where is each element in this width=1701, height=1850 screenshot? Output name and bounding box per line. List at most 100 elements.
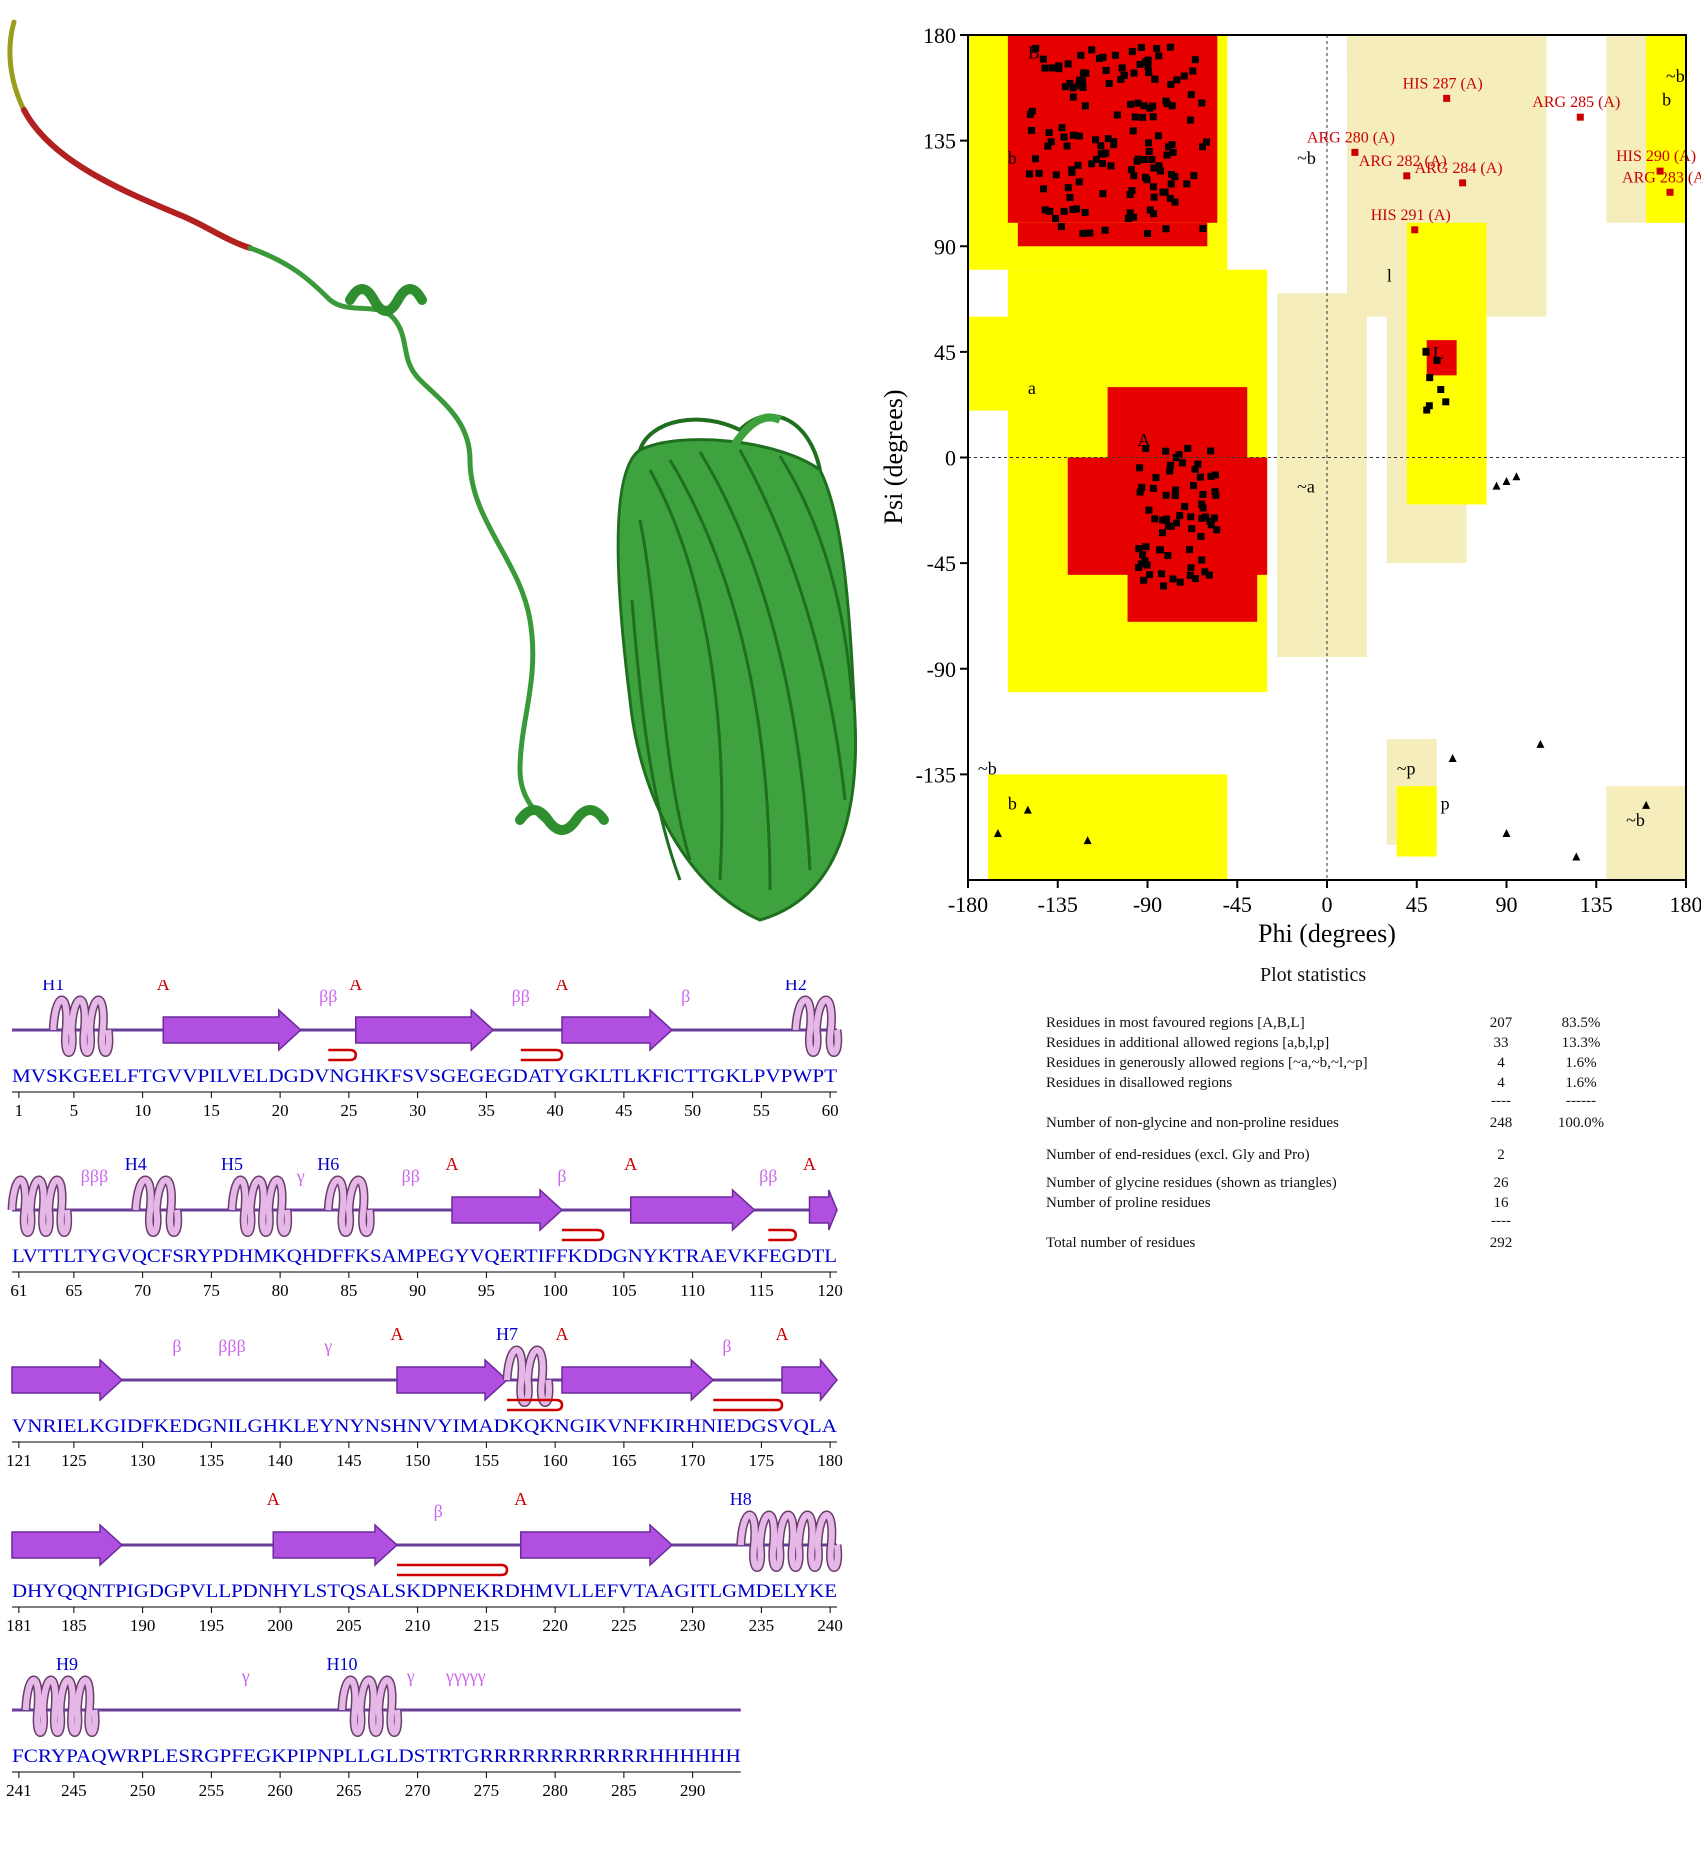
strand-arrow	[11, 1358, 124, 1402]
residue-point	[1161, 188, 1169, 196]
statistics-row-percent: 1.6%	[1565, 1075, 1597, 1091]
n-terminal-tail-red	[21, 107, 253, 251]
residue-number: 235	[749, 1616, 775, 1635]
turn-label: β	[722, 1336, 731, 1356]
residue-point	[1058, 124, 1066, 132]
helix-label: H7	[496, 1324, 518, 1344]
region-label: L	[1433, 343, 1444, 363]
residue-point	[1131, 113, 1139, 121]
residue-point	[1150, 164, 1158, 172]
turn-label: γ	[296, 1166, 305, 1186]
residue-point	[1211, 471, 1219, 479]
residue-point	[1144, 62, 1152, 70]
helix-label: H1	[42, 980, 64, 994]
residue-number: 145	[336, 1451, 362, 1470]
residue-point	[1044, 142, 1052, 150]
beta-hairpin-marker	[328, 1048, 358, 1062]
statistics-row: Number of end-residues (excl. Gly and Pr…	[1046, 1147, 1606, 1167]
x-tick-label: -135	[1038, 892, 1078, 917]
y-tick-label: 0	[945, 446, 956, 471]
residue-point	[1187, 513, 1195, 521]
region-label: l	[1387, 265, 1392, 285]
residue-point	[1110, 138, 1118, 146]
statistics-row-count: 207	[1489, 1015, 1513, 1031]
residue-number: 90	[409, 1281, 426, 1300]
strand-label: A	[776, 1324, 789, 1344]
residue-point	[1423, 406, 1431, 414]
residue-point	[1145, 69, 1153, 77]
y-tick-label: 45	[934, 340, 956, 365]
residue-number: 255	[199, 1781, 225, 1800]
helix-label: H9	[56, 1654, 78, 1674]
residue-point	[1145, 506, 1153, 514]
residue-number: 220	[542, 1616, 568, 1635]
residue-point	[1097, 142, 1105, 150]
generous-region	[1277, 293, 1367, 658]
residue-point	[1075, 82, 1083, 90]
residue-point	[1135, 563, 1143, 571]
residue-point	[1162, 491, 1170, 499]
generous-region	[1346, 35, 1407, 71]
residue-number: 275	[474, 1781, 500, 1800]
residue-point	[1167, 180, 1175, 188]
residue-number: 181	[6, 1616, 32, 1635]
residue-point	[1198, 500, 1206, 508]
beta-barrel	[616, 413, 858, 922]
residue-number: 50	[684, 1101, 701, 1120]
short-helix-top	[345, 284, 427, 316]
turn-label: β	[434, 1501, 443, 1521]
residue-point	[1166, 467, 1174, 475]
helix-label: H8	[730, 1489, 752, 1509]
residue-number: 285	[611, 1781, 637, 1800]
residue-point	[1166, 43, 1174, 51]
residue-point	[1152, 474, 1160, 482]
plot-statistics-panel: Plot statistics Residues in most favoure…	[1030, 960, 1630, 1290]
residue-point	[1155, 162, 1163, 170]
residue-point	[1130, 69, 1138, 77]
residue-point	[1172, 486, 1180, 494]
y-tick-label: 90	[934, 234, 956, 259]
region-label: ~a	[1297, 477, 1315, 497]
residue-point	[1210, 514, 1218, 522]
residue-point	[1188, 525, 1196, 533]
residue-point	[1207, 521, 1215, 529]
region-label: ~b	[1626, 810, 1645, 830]
linker-green	[247, 245, 563, 833]
turn-label: ββ	[319, 986, 337, 1006]
statistics-row-label: Residues in most favoured regions [A,B,L…	[1046, 1015, 1305, 1031]
residue-number: 30	[409, 1101, 426, 1120]
residue-number: 95	[478, 1281, 495, 1300]
residue-point	[1165, 522, 1173, 530]
residue-point	[1064, 60, 1072, 68]
residue-point	[1149, 183, 1157, 191]
residue-number: 20	[272, 1101, 289, 1120]
residue-point	[1211, 488, 1219, 496]
residue-number: 205	[336, 1616, 362, 1635]
beta-hairpin-marker	[520, 1048, 564, 1062]
glycine-point	[1448, 753, 1457, 762]
residue-point	[1197, 532, 1205, 540]
strand-label: A	[267, 1489, 280, 1509]
residue-point	[1048, 64, 1056, 72]
residue-point	[1081, 208, 1089, 216]
statistics-row-label: Total number of residues	[1046, 1235, 1196, 1251]
region-label: ~p	[1397, 758, 1416, 778]
residue-number: 150	[405, 1451, 431, 1470]
residue-point	[1169, 148, 1177, 156]
short-helix-bottom	[515, 805, 609, 835]
residue-number: 60	[822, 1101, 839, 1120]
n-terminal-tail-yellow	[7, 19, 27, 113]
residue-point	[1129, 127, 1137, 135]
residue-point	[1207, 472, 1215, 480]
core-region	[1017, 222, 1208, 247]
residue-point	[1117, 75, 1125, 83]
residue-point	[1052, 171, 1060, 179]
residue-point	[1144, 56, 1152, 64]
residue-point	[1140, 576, 1148, 584]
sequence-text: MVSKGEELFTGVVPILVELDGDVNGHKFSVSGEGEGDATY…	[12, 1066, 837, 1087]
residue-point	[1149, 102, 1157, 110]
helix-coil	[229, 1177, 291, 1236]
region-label: A	[1138, 430, 1151, 450]
ramachandran-region-labels: Bb Aa ~a ~b Ll ~b b ~b b ~p p ~b	[978, 42, 1685, 830]
outlier-label: HIS 287 (A)	[1403, 75, 1483, 92]
